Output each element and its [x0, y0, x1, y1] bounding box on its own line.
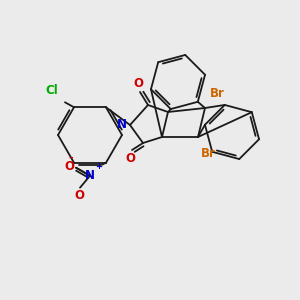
Text: O: O — [74, 189, 84, 202]
Text: O: O — [133, 77, 143, 90]
Text: N: N — [85, 169, 95, 182]
Text: +: + — [95, 162, 102, 171]
Text: Cl: Cl — [45, 84, 58, 97]
Text: Br: Br — [201, 147, 216, 160]
Text: O: O — [64, 160, 74, 173]
Text: -: - — [68, 153, 73, 163]
Text: Br: Br — [210, 87, 225, 100]
Text: O: O — [125, 152, 135, 165]
Text: N: N — [117, 118, 127, 131]
